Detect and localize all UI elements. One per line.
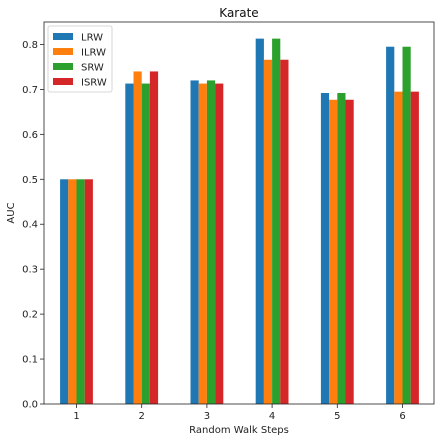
legend-label-lrw: LRW	[81, 33, 103, 44]
legend-swatch-isrw	[53, 78, 73, 85]
bar-ilrw-4	[263, 59, 273, 404]
bar-ilrw-6	[394, 91, 403, 404]
y-axis-label: AUC	[6, 202, 17, 223]
x-tick-label: 5	[334, 411, 340, 422]
chart-title: Karate	[219, 6, 258, 20]
bar-isrw-5	[345, 99, 354, 404]
y-tick-label: 0.8	[22, 40, 38, 51]
legend-label-srw: SRW	[81, 63, 104, 74]
legend-label-isrw: ISRW	[81, 78, 107, 89]
x-tick-label: 1	[73, 411, 79, 422]
bar-lrw-2	[125, 83, 134, 404]
y-tick-label: 0.0	[22, 400, 38, 411]
bar-ilrw-3	[198, 83, 207, 404]
bars-layer	[60, 38, 419, 405]
bar-srw-6	[402, 46, 411, 404]
bar-lrw-5	[320, 93, 330, 404]
plot-frame	[43, 21, 435, 405]
bar-ilrw-1	[68, 179, 77, 404]
legend-swatch-ilrw	[53, 48, 73, 55]
bar-isrw-4	[280, 59, 289, 404]
x-axis-ticks: 1 2 3 4 5 6	[73, 404, 406, 422]
y-tick-label: 0.7	[22, 85, 38, 96]
bar-srw-4	[272, 38, 281, 404]
legend-swatch-lrw	[53, 33, 73, 40]
bar-isrw-6	[410, 91, 419, 404]
x-axis-label: Random Walk Steps	[189, 425, 289, 436]
x-tick-label: 3	[204, 411, 210, 422]
x-tick-label: 4	[269, 411, 275, 422]
bar-srw-5	[337, 93, 346, 404]
y-tick-label: 0.4	[22, 220, 38, 231]
bar-lrw-3	[190, 80, 199, 405]
bar-srw-1	[76, 179, 85, 404]
y-tick-label: 0.6	[22, 130, 38, 141]
legend: LRW ILRW SRW ISRW	[47, 25, 113, 93]
bar-isrw-1	[84, 179, 93, 404]
y-tick-label: 0.2	[22, 310, 38, 321]
y-axis-ticks: 0.0 0.1 0.2 0.3 0.4 0.5 0.6 0.7 0.8	[22, 40, 44, 411]
bar-ilrw-2	[133, 71, 142, 404]
y-tick-label: 0.5	[22, 175, 38, 186]
legend-box	[47, 25, 113, 93]
y-tick-label: 0.3	[22, 265, 38, 276]
bar-isrw-3	[215, 83, 224, 404]
bar-srw-3	[206, 80, 216, 405]
y-tick-label: 0.1	[22, 355, 38, 366]
x-tick-label: 2	[139, 411, 145, 422]
bar-lrw-6	[386, 46, 395, 404]
bar-ilrw-5	[329, 99, 338, 404]
bar-srw-2	[141, 83, 150, 404]
x-tick-label: 6	[399, 411, 405, 422]
bar-isrw-2	[149, 71, 159, 404]
legend-label-ilrw: ILRW	[81, 48, 106, 59]
bar-lrw-1	[60, 179, 69, 404]
bar-lrw-4	[255, 38, 264, 404]
legend-swatch-srw	[53, 63, 73, 70]
